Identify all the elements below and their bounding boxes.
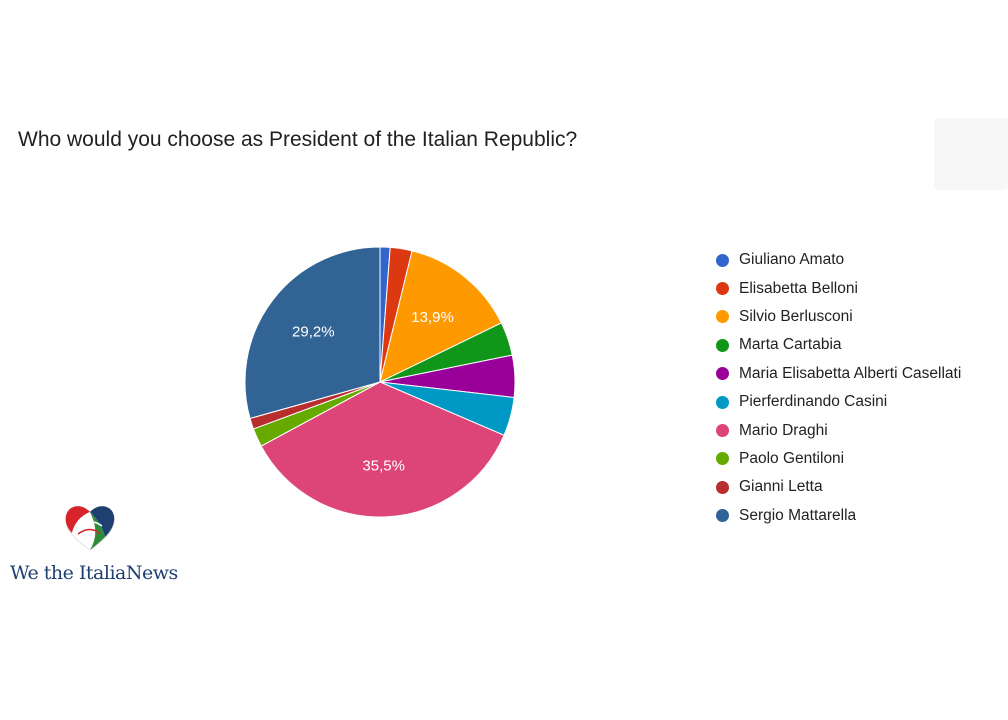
legend-swatch	[716, 282, 729, 296]
slice-data-label: 29,2%	[292, 323, 335, 340]
slice-data-label: 35,5%	[362, 458, 405, 475]
legend-swatch	[716, 395, 729, 409]
legend-swatch	[716, 509, 729, 523]
legend-item: Pierferdinando Casini	[716, 388, 961, 416]
legend-label: Paolo Gentiloni	[739, 449, 845, 467]
legend-item: Gianni Letta	[716, 473, 961, 501]
legend-label: Elisabetta Belloni	[739, 279, 858, 297]
slice-data-label: 13,9%	[411, 309, 454, 326]
legend-item: Paolo Gentiloni	[716, 445, 961, 473]
legend-label: Gianni Letta	[739, 478, 823, 496]
background-card	[934, 118, 1008, 190]
legend-swatch	[716, 253, 729, 267]
legend-label: Marta Cartabia	[739, 336, 842, 354]
legend-label: Mario Draghi	[739, 421, 828, 439]
heart-flag-icon	[65, 505, 115, 551]
legend-swatch	[716, 338, 729, 352]
pie-slice	[244, 246, 381, 420]
legend-label: Pierferdinando Casini	[739, 393, 888, 411]
logo: We the ItaliaNews	[8, 492, 178, 590]
legend-item: Elisabetta Belloni	[716, 274, 961, 302]
legend-label: Giuliano Amato	[739, 251, 845, 269]
chart-legend: Giuliano Amato Elisabetta Belloni Silvio B…	[716, 246, 961, 530]
legend-item: Giuliano Amato	[716, 246, 961, 274]
legend-item: Mario Draghi	[716, 416, 961, 444]
legend-swatch	[716, 424, 729, 438]
legend-swatch	[716, 367, 729, 381]
legend-swatch	[716, 310, 729, 324]
logo-text: We the ItaliaNews	[10, 562, 178, 584]
legend-item: Maria Elisabetta Alberti Casellati	[716, 360, 961, 388]
legend-swatch	[716, 452, 729, 466]
legend-label: Silvio Berlusconi	[739, 307, 853, 325]
pie-slice	[379, 250, 503, 383]
legend-item: Sergio Mattarella	[716, 502, 961, 530]
legend-item: Marta Cartabia	[716, 331, 961, 359]
chart-title: Who would you choose as President of the…	[18, 128, 578, 151]
legend-item: Silvio Berlusconi	[716, 303, 961, 331]
legend-label: Maria Elisabetta Alberti Casellati	[739, 364, 962, 382]
pie-slice	[260, 381, 505, 518]
legend-swatch	[716, 480, 729, 494]
legend-label: Sergio Mattarella	[739, 506, 857, 524]
